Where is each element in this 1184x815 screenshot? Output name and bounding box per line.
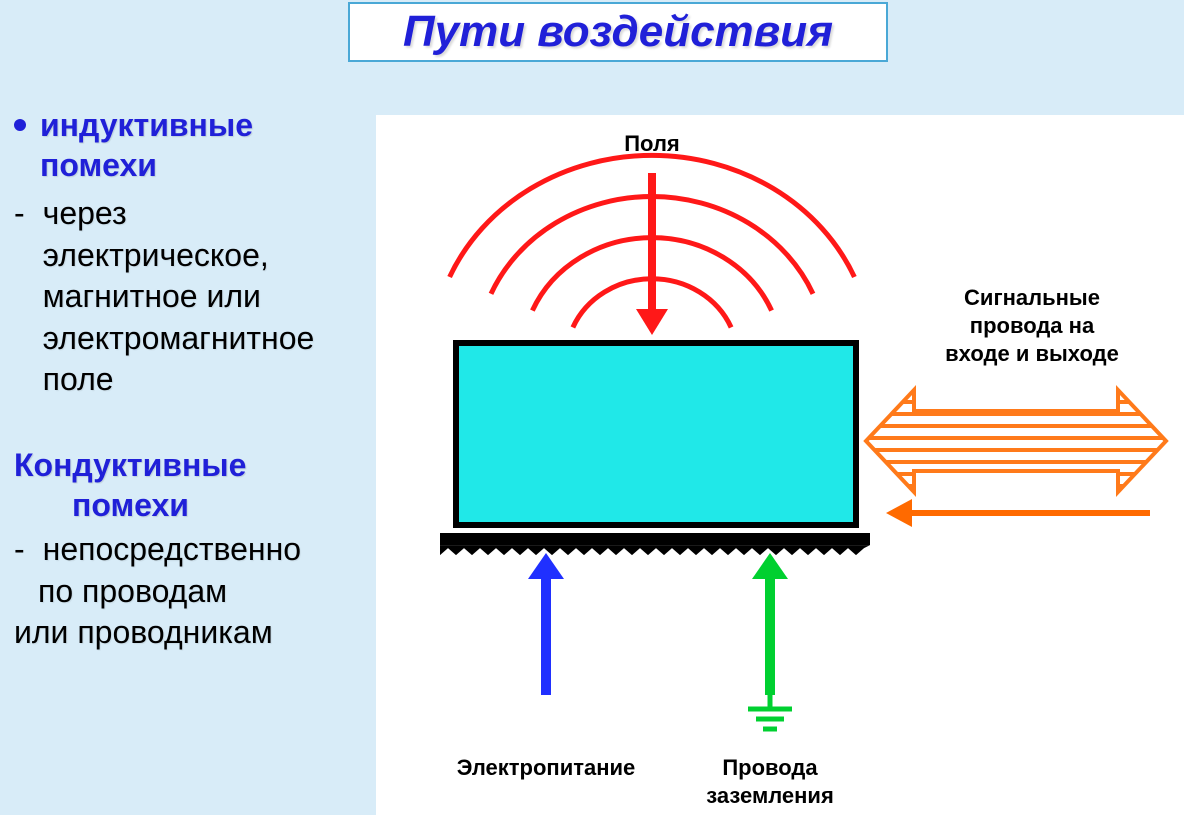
heading-conductive-l2: помехи (72, 485, 374, 525)
desc-1: - через электрическое, магнитное или эле… (14, 193, 374, 401)
section-conductive: Кондуктивные помехи - непосредственно по… (14, 445, 374, 654)
desc1-l4: электромагнитное (43, 318, 315, 360)
svg-text:Провода: Провода (722, 755, 818, 780)
desc-2: - непосредственно (14, 529, 374, 571)
dash-icon: - (14, 529, 25, 571)
svg-text:Поля: Поля (624, 131, 680, 156)
bullet-dot-icon (14, 119, 26, 131)
bullet-1: индуктивные помехи (14, 105, 374, 185)
desc2-l1: непосредственно (43, 529, 301, 571)
diagram-panel: Поля Сигнальные провода на входе и выходе Эл… (376, 115, 1184, 815)
svg-text:Электропитание: Электропитание (457, 755, 636, 780)
diagram-svg: Поля Сигнальные провода на входе и выходе Эл… (376, 115, 1184, 815)
desc1-l1: через (43, 193, 315, 235)
desc2-l3: или проводникам (14, 612, 374, 654)
dash-icon: - (14, 193, 25, 235)
desc1-l3: магнитное или (43, 276, 315, 318)
svg-text:провода на: провода на (970, 313, 1095, 338)
left-column: индуктивные помехи - через электрическое… (14, 105, 374, 654)
svg-text:Сигнальные: Сигнальные (964, 285, 1100, 310)
svg-text:входе и выходе: входе и выходе (945, 341, 1119, 366)
title-box: Пути воздействия (348, 2, 888, 62)
slide-title: Пути воздействия (403, 7, 833, 57)
desc1-l5: поле (43, 359, 315, 401)
heading-inductive-l1: индуктивные (40, 105, 253, 145)
svg-text:заземления: заземления (706, 783, 834, 808)
desc2-l2: по проводам (38, 571, 374, 613)
desc1-l2: электрическое, (43, 235, 315, 277)
heading-conductive-l1: Кондуктивные (14, 445, 374, 485)
heading-inductive-l2: помехи (40, 145, 253, 185)
